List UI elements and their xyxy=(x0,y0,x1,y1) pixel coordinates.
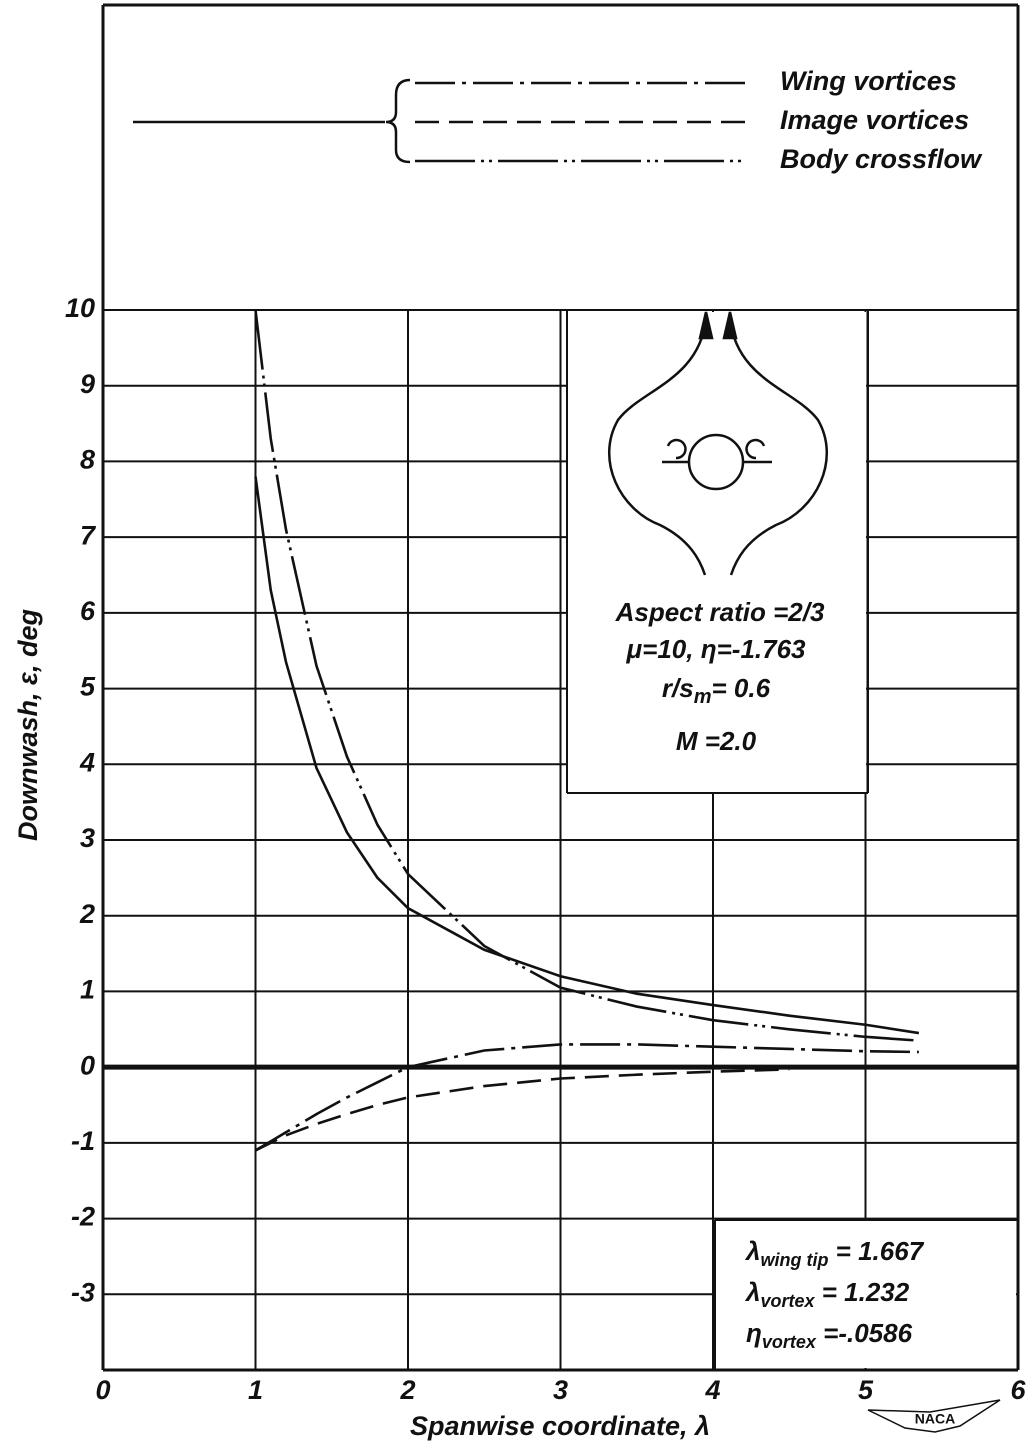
x-tick-label: 3 xyxy=(553,1375,568,1405)
x-axis-label: Spanwise coordinate, λ xyxy=(410,1411,710,1441)
y-tick-label: 7 xyxy=(80,520,97,550)
x-tick-label: 0 xyxy=(95,1375,110,1405)
legend-label: Body crossflow xyxy=(780,144,983,174)
param-symbol: η xyxy=(746,1318,762,1348)
param-sub: wing tip xyxy=(760,1250,828,1270)
x-tick-label: 4 xyxy=(704,1375,720,1405)
y-tick-label: -1 xyxy=(71,1126,95,1156)
note: M =2.0 xyxy=(676,726,757,756)
legend-label: Wing vortices xyxy=(780,66,957,96)
param-sub: vortex xyxy=(762,1332,817,1352)
series-line xyxy=(254,309,919,1042)
y-tick-label: 6 xyxy=(80,596,96,626)
series-line xyxy=(254,1043,919,1152)
y-tick-label: 5 xyxy=(80,672,96,702)
y-tick-label: 1 xyxy=(80,975,95,1005)
param-value: = 1.667 xyxy=(828,1236,924,1266)
param-box xyxy=(716,1221,1016,1368)
param-value: =-.0586 xyxy=(816,1318,913,1348)
x-tick-label: 5 xyxy=(858,1375,874,1405)
param-symbol: λ xyxy=(744,1236,760,1266)
note: Aspect ratio =2/3 xyxy=(615,597,825,627)
param-sub: vortex xyxy=(760,1291,815,1311)
y-tick-label: -3 xyxy=(71,1277,95,1307)
note: μ=10, η=-1.763 xyxy=(625,634,806,664)
x-tick-label: 2 xyxy=(399,1375,415,1405)
y-tick-label: 9 xyxy=(80,369,95,399)
note: r/sm= 0.6 xyxy=(662,673,771,708)
y-tick-label: 10 xyxy=(65,293,95,323)
logo: NACA xyxy=(915,1411,955,1427)
legend-label: Image vortices xyxy=(780,105,969,135)
legend xyxy=(133,78,411,164)
inset-box xyxy=(568,312,866,792)
flow-sketch xyxy=(608,311,828,576)
x-tick-label: 6 xyxy=(1010,1375,1026,1405)
grid xyxy=(102,309,1019,1370)
frame xyxy=(101,3,1020,1372)
param: ηvortex =-.0586 xyxy=(746,1318,913,1352)
logo-wing xyxy=(867,1399,1001,1433)
y-tick-label: 2 xyxy=(79,899,95,929)
param: λvortex = 1.232 xyxy=(744,1277,910,1311)
param: λwing tip = 1.667 xyxy=(744,1236,925,1270)
param-symbol: λ xyxy=(744,1277,760,1307)
y-tick-label: 3 xyxy=(80,823,95,853)
series-line xyxy=(254,1068,790,1152)
y-tick-label: 4 xyxy=(79,747,95,777)
y-tick-label: 0 xyxy=(80,1050,95,1080)
y-tick-label: -2 xyxy=(71,1202,95,1232)
series-line xyxy=(254,476,920,1035)
param-value: = 1.232 xyxy=(815,1277,910,1307)
x-tick-label: 1 xyxy=(248,1375,263,1405)
y-axis-label: Downwash, ε, deg xyxy=(13,609,43,841)
y-tick-label: 8 xyxy=(80,445,95,475)
